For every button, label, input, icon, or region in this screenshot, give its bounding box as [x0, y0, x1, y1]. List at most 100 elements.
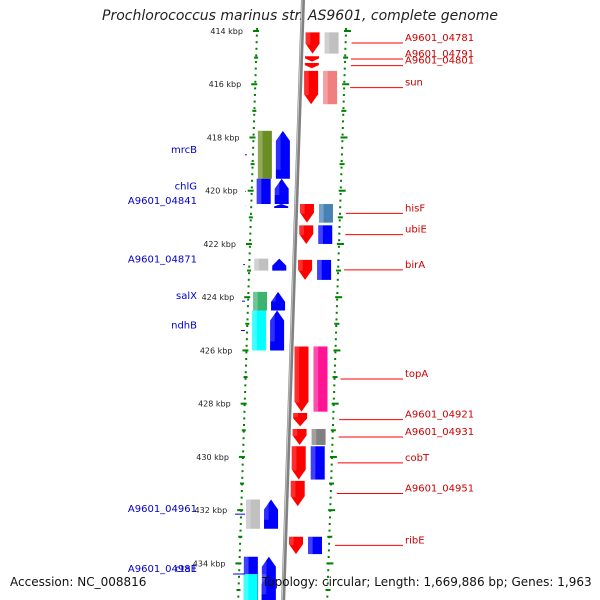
- cog-box-shade: [246, 499, 251, 529]
- scale-tick-label: 416 kbp: [209, 80, 242, 89]
- track-dot-left: [237, 575, 240, 578]
- track-dot-right: [333, 391, 336, 393]
- track-dot-left: [244, 384, 247, 387]
- gene-arrow-shade: [289, 536, 294, 546]
- track-dot-left: [239, 516, 242, 519]
- track-dot-right: [331, 450, 334, 453]
- cog-category-box: [243, 574, 258, 600]
- track-dot-left: [241, 457, 244, 459]
- track-dot-right: [335, 325, 338, 327]
- forward-gene-arrow: [292, 428, 307, 445]
- track-dot-right: [330, 457, 333, 459]
- track-dot-right: [334, 344, 337, 347]
- track-dot-left: [252, 127, 255, 129]
- cog-box-shade: [253, 291, 258, 311]
- reverse-gene-arrow: [270, 310, 285, 351]
- track-dot-left: [254, 80, 257, 83]
- track-dot-right: [336, 278, 339, 281]
- track-dot-left: [244, 391, 247, 393]
- track-dot-right: [328, 516, 331, 519]
- track-dot-right: [344, 54, 347, 57]
- track-dot-right: [333, 371, 336, 374]
- reverse-gene-arrow: [271, 291, 286, 311]
- track-dot-left: [248, 272, 251, 275]
- track-dot-left: [249, 226, 252, 228]
- forward-gene-arrow: [293, 412, 308, 427]
- track-dot-left: [243, 424, 246, 426]
- track-dot-left: [246, 311, 249, 314]
- track-dot-left: [238, 569, 241, 572]
- cog-category-box: [324, 32, 339, 54]
- cog-box-shade: [313, 346, 319, 412]
- track-dot-right: [343, 74, 346, 77]
- gene-arrow-shade: [271, 291, 276, 302]
- gene-arrow-shade: [294, 346, 300, 403]
- cog-box-shade: [254, 258, 259, 271]
- track-dot-right: [341, 140, 344, 143]
- scale-tick-label: 420 kbp: [205, 187, 238, 196]
- track-dot-left: [253, 113, 256, 116]
- track-dot-right: [338, 219, 341, 222]
- gene-label-ribE: ribE: [405, 535, 425, 546]
- reverse-gene-arrow: [272, 258, 287, 271]
- gene-arrow-shade: [270, 310, 275, 342]
- track-dot-left: [250, 186, 253, 189]
- track-dot-right: [328, 542, 331, 545]
- cog-category-box: [313, 346, 328, 412]
- track-dot-right: [332, 417, 335, 420]
- gene-label-ndhB: ndhB: [171, 320, 197, 331]
- track-dot-left: [247, 278, 250, 281]
- gene-arrow-shade: [299, 225, 304, 235]
- track-dot-left: [254, 87, 257, 90]
- gene-arrow-shade: [290, 480, 296, 498]
- track-dot-right: [340, 160, 343, 162]
- gene-label-A9601_04961: A9601_04961: [128, 504, 197, 515]
- track-dot-left: [239, 523, 242, 525]
- scale-tick-label: 432 kbp: [195, 506, 228, 515]
- track-dot-left: [245, 344, 248, 347]
- cog-category-box: [256, 178, 271, 205]
- gene-arrow-shade: [275, 130, 281, 170]
- track-dot-left: [255, 34, 258, 37]
- track-dot-left: [239, 529, 242, 532]
- track-dot-right: [330, 476, 333, 479]
- track-dot-left: [248, 259, 251, 261]
- cog-category-box: [311, 428, 326, 445]
- gene-arrow-shade: [264, 499, 269, 520]
- map-title: Prochlorococcus marinus str. AS9601, com…: [102, 8, 498, 24]
- cog-box-shade: [310, 446, 316, 480]
- gene-arrow-shade: [291, 446, 297, 471]
- track-dot-right: [331, 430, 334, 433]
- scale-tick-label: 430 kbp: [196, 453, 229, 462]
- track-dot-right: [336, 292, 339, 294]
- track-dot-right: [328, 523, 331, 525]
- gene-label-sun: sun: [405, 78, 423, 89]
- track-dot-left: [243, 404, 246, 407]
- cog-box-shade: [324, 32, 330, 54]
- track-dot-left: [243, 417, 246, 420]
- forward-gene-arrow: [304, 70, 319, 105]
- forward-gene-arrow: [291, 446, 306, 480]
- gene-arrow-shade: [304, 70, 309, 96]
- track-dot-left: [256, 28, 259, 30]
- track-dot-left: [253, 120, 256, 123]
- track-dot-right: [342, 94, 345, 96]
- track-dot-right: [340, 153, 343, 156]
- track-dot-right: [330, 470, 333, 473]
- track-dot-right: [335, 305, 338, 308]
- track-dot-right: [327, 549, 330, 552]
- track-dot-left: [253, 107, 256, 110]
- dotted-guides: [237, 28, 348, 598]
- reverse-gene-arrow: [274, 178, 289, 205]
- track-dot-right: [337, 259, 340, 261]
- track-dot-left: [254, 61, 257, 63]
- track-dot-left: [241, 463, 244, 466]
- track-dot-right: [335, 331, 338, 334]
- cog-category-box: [257, 130, 272, 179]
- cog-box-shade: [323, 70, 328, 105]
- forward-gene-arrow: [304, 62, 319, 69]
- track-dot-right: [338, 212, 341, 215]
- track-dot-left: [242, 430, 245, 433]
- accession-label: Accession: NC_008816: [10, 575, 147, 589]
- track-dot-right: [326, 582, 329, 585]
